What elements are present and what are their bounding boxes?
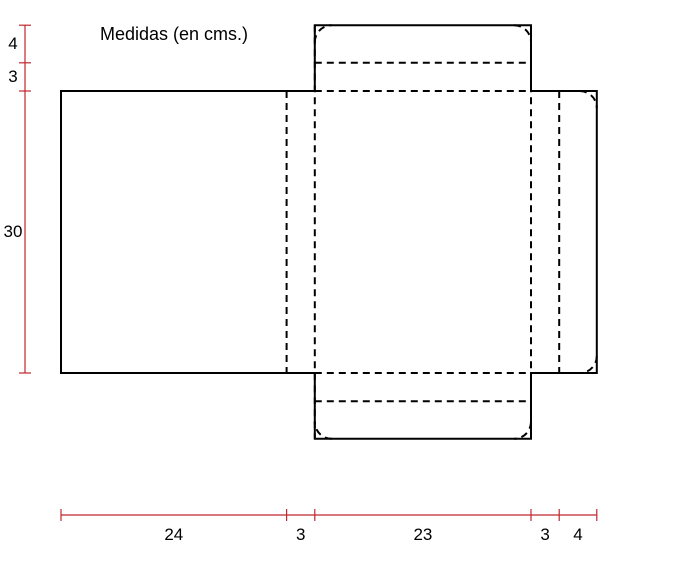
dim-v-label: 30 — [4, 222, 23, 241]
corner-topflap-tr — [514, 25, 531, 42]
corner-rightflap-tr — [580, 91, 597, 108]
dim-h-label: 4 — [573, 525, 582, 544]
corner-rightflap-br — [580, 356, 597, 373]
corner-topflap-tl — [315, 25, 332, 42]
dim-h-label: 24 — [164, 525, 183, 544]
dim-h-label: 23 — [413, 525, 432, 544]
corner-botflap-br — [514, 422, 531, 439]
template-diagram: Medidas (en cms.) 4 3 30 24 3 23 3 4 — [0, 0, 683, 563]
diagram-title: Medidas (en cms.) — [100, 24, 248, 44]
dim-v-label: 4 — [8, 34, 17, 53]
dim-h-label: 3 — [296, 525, 305, 544]
dim-v-label: 3 — [8, 67, 17, 86]
corner-botflap-bl — [315, 422, 332, 439]
dim-h-label: 3 — [540, 525, 549, 544]
cut-outline — [61, 25, 597, 439]
